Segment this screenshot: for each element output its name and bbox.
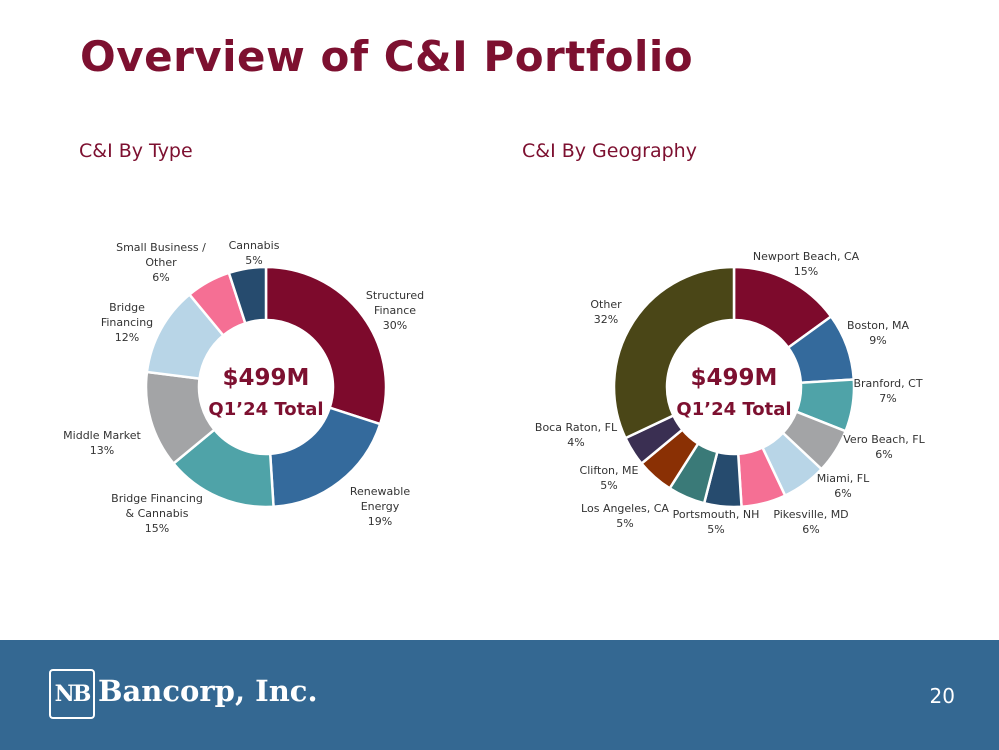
center-total-value: $499M [223,365,310,391]
company-logo-text: Bancorp, Inc. [98,674,318,708]
slice-label: Newport Beach, CA 15% [753,250,860,278]
slice-label: Cannabis 5% [229,239,280,267]
slice-label: Bridge Financing & Cannabis 15% [111,492,203,535]
slice-label: Portsmouth, NH 5% [673,508,760,536]
donut-slice [612,265,736,440]
slice-label: Bridge Financing 12% [101,301,153,344]
slice-label: Structured Finance 30% [366,289,424,332]
chart-title-type: C&I By Type [79,140,193,162]
chart-title-geography: C&I By Geography [522,140,697,162]
slice-label: Clifton, ME 5% [580,464,639,492]
center-total-label: Q1’24 Total [208,399,323,420]
donut-chart-geography: Newport Beach, CA 15% Boston, MA 9% Branford… [535,250,926,536]
slice-label: Miami, FL 6% [817,472,870,500]
slice-label: Vero Beach, FL 6% [843,433,925,461]
page-title: Overview of C&I Portfolio [80,32,694,81]
page-number: 20 [929,684,955,708]
center-total-value: $499M [691,365,778,391]
slice-label: Other 32% [590,298,622,326]
slice-label: Pikesville, MD 6% [773,508,848,536]
slice-label: Branford, CT 7% [853,377,922,405]
footer-bar [0,640,999,750]
donut-slice [227,265,268,325]
slice-label: Middle Market 13% [63,429,141,457]
center-total-label: Q1’24 Total [676,399,791,420]
donut-slice [264,265,388,426]
company-logo-mark: NB [49,669,95,719]
slice-label: Small Business / Other 6% [116,241,206,284]
donut-chart-type: Structured Finance 30% Renewable Energy 19% Br… [63,239,424,535]
slice-label: Renewable Energy 19% [350,485,410,528]
slice-label: Boston, MA 9% [847,319,910,347]
slice-label: Los Angeles, CA 5% [581,502,669,530]
slice-label: Boca Raton, FL 4% [535,421,618,449]
